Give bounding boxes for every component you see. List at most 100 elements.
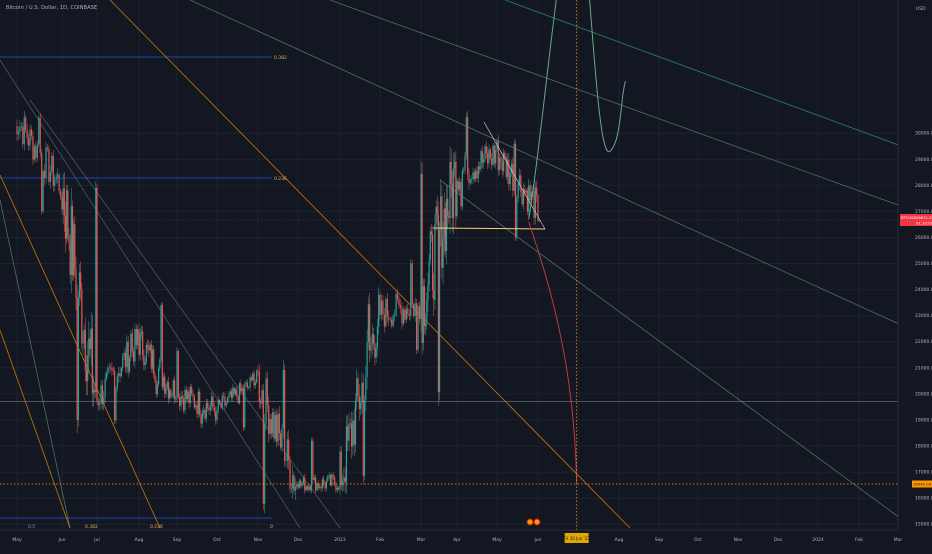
candle-body <box>345 426 348 483</box>
candle-body <box>66 190 68 239</box>
price-tick-label: 24000.00 <box>915 287 932 293</box>
time-tick-label: Apr <box>453 537 461 543</box>
candle-body <box>276 415 278 442</box>
candle-body <box>534 187 536 218</box>
candle-body <box>420 174 422 319</box>
candle-body <box>131 333 133 352</box>
candle-body <box>257 370 259 372</box>
candle-body <box>316 483 318 491</box>
time-tick-label: Dec <box>774 537 783 543</box>
candle-body <box>455 161 457 217</box>
candle-body <box>374 343 376 358</box>
candle-body <box>39 117 41 153</box>
candle-body <box>410 263 412 316</box>
candle-body <box>351 423 353 447</box>
candle-body <box>281 428 283 448</box>
candle-body <box>46 147 49 149</box>
candle-body <box>124 352 127 367</box>
event-icon[interactable] <box>533 518 541 526</box>
event-icon[interactable] <box>526 518 534 526</box>
candle-body <box>426 300 428 323</box>
candle-body <box>270 418 272 434</box>
candle-body <box>45 147 47 178</box>
candle-body <box>115 388 117 421</box>
candle-body <box>306 486 309 490</box>
candle-body <box>61 197 63 210</box>
candle-body <box>208 407 210 411</box>
price-tick-label: 23000.00 <box>915 313 932 319</box>
level-label: 16542.00 <box>913 482 932 487</box>
time-tick-label: Nov <box>734 537 743 543</box>
candle-body <box>88 338 90 356</box>
symbol-legend[interactable]: Bitcoin / U.S. Dollar, 1D, COINBASE <box>6 5 98 11</box>
price-tick-label: 29000.00 <box>915 157 932 163</box>
candle-body <box>173 380 176 400</box>
candle-body <box>305 486 307 491</box>
candle-body <box>329 474 332 486</box>
candle-body <box>285 460 287 462</box>
candle-body <box>23 117 25 145</box>
candle-body <box>335 484 337 491</box>
candle-body <box>114 371 116 421</box>
candle-body <box>41 152 43 212</box>
candle-body <box>74 224 76 270</box>
candle-body <box>220 403 222 408</box>
candle-body <box>367 304 369 343</box>
candle-body <box>320 486 322 489</box>
candle-body <box>445 198 448 252</box>
candle-body <box>332 474 334 478</box>
candle-body <box>505 157 507 178</box>
candle-body <box>440 196 442 230</box>
candle-body <box>112 369 114 372</box>
candle-body <box>438 229 441 393</box>
candle-body <box>158 368 160 385</box>
candle-body <box>26 129 28 139</box>
candle-body <box>376 326 379 349</box>
candle-body <box>432 234 434 291</box>
level-badge[interactable] <box>912 480 932 488</box>
candle-body <box>428 260 430 285</box>
candle-body <box>148 347 150 351</box>
trend-channel-line <box>504 0 913 151</box>
candle-body <box>217 400 219 410</box>
candle-body <box>289 459 291 489</box>
grid <box>0 0 899 528</box>
candle-body <box>109 367 112 369</box>
candles <box>16 110 540 514</box>
candle-body <box>103 397 105 404</box>
time-tick-label: 2024 <box>812 537 824 543</box>
candle-body <box>188 391 190 404</box>
candle-body <box>253 373 255 386</box>
candle-body <box>294 486 296 491</box>
candle-body <box>97 401 99 406</box>
candle-body <box>119 373 121 377</box>
candle-body <box>361 382 363 404</box>
target-date-badge[interactable] <box>564 533 589 543</box>
candle-body <box>372 333 375 344</box>
current-price-badge[interactable] <box>900 214 932 226</box>
candle-body <box>91 328 93 393</box>
candle-body <box>349 423 351 425</box>
price-tick-label: 19000.00 <box>915 417 932 423</box>
candle-body <box>195 405 197 408</box>
candle-body <box>237 396 239 404</box>
candle-body <box>484 146 486 160</box>
candle-body <box>526 190 529 212</box>
candle-body <box>344 477 346 483</box>
candle-body <box>35 146 37 159</box>
candle-body <box>427 284 429 301</box>
candle-body <box>100 385 102 405</box>
candle-body <box>323 479 325 484</box>
candle-body <box>472 172 474 180</box>
candle-body <box>477 166 479 178</box>
candle-body <box>369 304 371 351</box>
candle-body <box>488 149 490 164</box>
candle-body <box>87 355 89 381</box>
candle-body <box>265 378 267 424</box>
candle-body <box>258 371 260 402</box>
candle-body <box>272 412 274 434</box>
candle-body <box>481 151 483 163</box>
